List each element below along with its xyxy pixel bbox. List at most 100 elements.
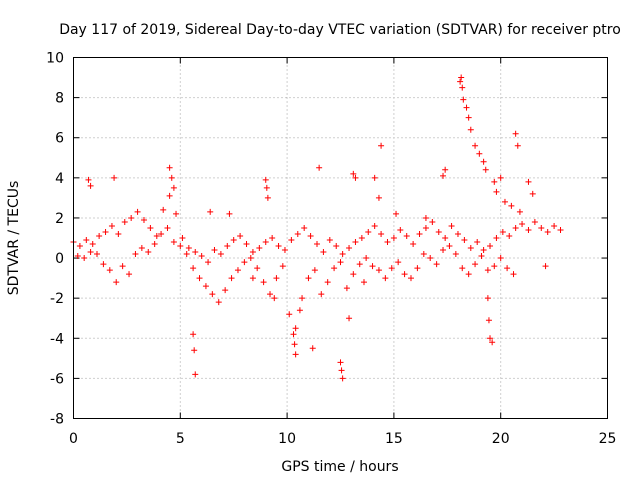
data-point-main-band	[358, 235, 365, 241]
data-point-main-band	[76, 243, 83, 250]
y-tick-label: 4	[55, 171, 64, 187]
data-point-main-band	[397, 226, 404, 233]
data-point-main-band	[506, 232, 513, 239]
data-point-lower-band	[170, 239, 177, 246]
data-point-spikes	[346, 315, 353, 322]
data-point-lower-band	[382, 275, 389, 282]
data-point-spikes	[360, 279, 367, 286]
data-point-spikes	[525, 178, 532, 185]
x-axis: 0 5 10 15 20 25	[69, 57, 616, 447]
data-point-spikes	[484, 295, 491, 302]
data-point-spikes	[457, 78, 464, 85]
plot-frame	[73, 57, 608, 419]
data-point-main-band	[224, 243, 231, 250]
data-point-spikes	[263, 184, 270, 191]
y-axis-title: SDTVAR / TECUs	[6, 181, 22, 296]
data-point-spikes	[291, 341, 298, 348]
data-point-lower-band	[472, 261, 479, 268]
data-point-main-band	[192, 249, 199, 256]
data-point-spikes	[465, 114, 472, 121]
data-point-lower-band	[113, 279, 120, 286]
data-point-main-band	[454, 230, 461, 237]
data-point-lower-band	[132, 251, 139, 258]
data-point-lower-band	[87, 249, 94, 256]
data-point-main-band	[140, 216, 147, 223]
data-point-main-band	[281, 247, 288, 254]
data-point-lower-band	[375, 267, 382, 274]
data-point-spikes	[249, 275, 256, 282]
data-point-main-band	[301, 224, 308, 231]
data-point-lower-band	[504, 265, 511, 272]
data-point-lower-band	[247, 255, 254, 262]
data-point-lower-band	[254, 265, 261, 272]
data-point-main-band	[160, 206, 167, 213]
data-point-spikes	[166, 164, 173, 171]
data-point-lower-band	[151, 241, 158, 248]
data-point-lower-band	[126, 271, 133, 278]
data-point-main-band	[429, 218, 436, 225]
data-point-lower-band	[452, 251, 459, 258]
data-point-spikes	[422, 214, 429, 221]
data-point-main-band	[493, 235, 500, 241]
data-point-spikes	[168, 174, 175, 181]
data-point-spikes	[85, 176, 92, 183]
data-point-main-band	[435, 228, 442, 235]
data-point-lower-band	[100, 261, 107, 268]
data-point-lower-band	[465, 271, 472, 278]
data-point-spikes	[393, 210, 400, 217]
x-tick-label: 5	[176, 431, 185, 447]
data-point-spikes	[489, 339, 496, 346]
data-point-spikes	[512, 130, 519, 137]
data-point-main-band	[339, 251, 346, 258]
data-point-lower-band	[407, 275, 414, 282]
data-point-lower-band	[446, 243, 453, 250]
y-tick-label: 10	[46, 51, 64, 67]
x-tick-label: 20	[492, 431, 510, 447]
data-point-lower-band	[138, 245, 145, 252]
data-point-lower-band	[420, 251, 427, 258]
data-point-main-band	[557, 226, 564, 233]
y-tick-label: -2	[50, 291, 64, 307]
data-point-main-band	[422, 224, 429, 231]
data-point-lower-band	[209, 291, 216, 298]
data-point-main-band	[487, 243, 494, 250]
data-point-main-band	[211, 247, 218, 254]
data-point-spikes	[190, 331, 197, 338]
data-point-main-band	[320, 249, 327, 256]
data-point-main-band	[390, 235, 397, 241]
data-point-lower-band	[279, 263, 286, 270]
data-point-lower-band	[356, 261, 363, 268]
data-point-lower-band	[350, 271, 357, 278]
data-point-main-band	[371, 222, 378, 229]
data-point-main-band	[96, 232, 103, 239]
data-point-lower-band	[318, 291, 325, 298]
data-point-spikes	[226, 210, 233, 217]
data-point-lower-band	[292, 325, 299, 332]
data-point-lower-band	[510, 271, 517, 278]
y-tick-label: 8	[55, 91, 64, 107]
chart-title: Day 117 of 2019, Sidereal Day-to-day VTE…	[59, 22, 621, 38]
data-point-main-band	[365, 228, 372, 235]
y-tick-label: 0	[55, 251, 64, 267]
data-point-spikes	[350, 170, 357, 177]
data-point-lower-band	[491, 263, 498, 270]
data-point-lower-band	[440, 247, 447, 254]
data-point-main-band	[333, 243, 340, 250]
data-point-lower-band	[299, 295, 306, 302]
data-point-spikes	[337, 359, 344, 366]
data-point-spikes	[264, 194, 271, 201]
data-point-spikes	[352, 174, 359, 181]
data-point-lower-band	[241, 259, 248, 266]
data-point-main-band	[237, 232, 244, 239]
data-point-lower-band	[311, 267, 318, 274]
data-point-main-band	[416, 230, 423, 237]
data-point-main-band	[499, 228, 506, 235]
data-point-main-band	[108, 222, 115, 229]
data-point-spikes	[516, 208, 523, 215]
data-point-lower-band	[401, 271, 408, 278]
data-point-lower-band	[93, 251, 100, 258]
data-point-lower-band	[388, 265, 395, 272]
data-point-lower-band	[363, 255, 370, 262]
data-point-lower-band	[331, 265, 338, 272]
